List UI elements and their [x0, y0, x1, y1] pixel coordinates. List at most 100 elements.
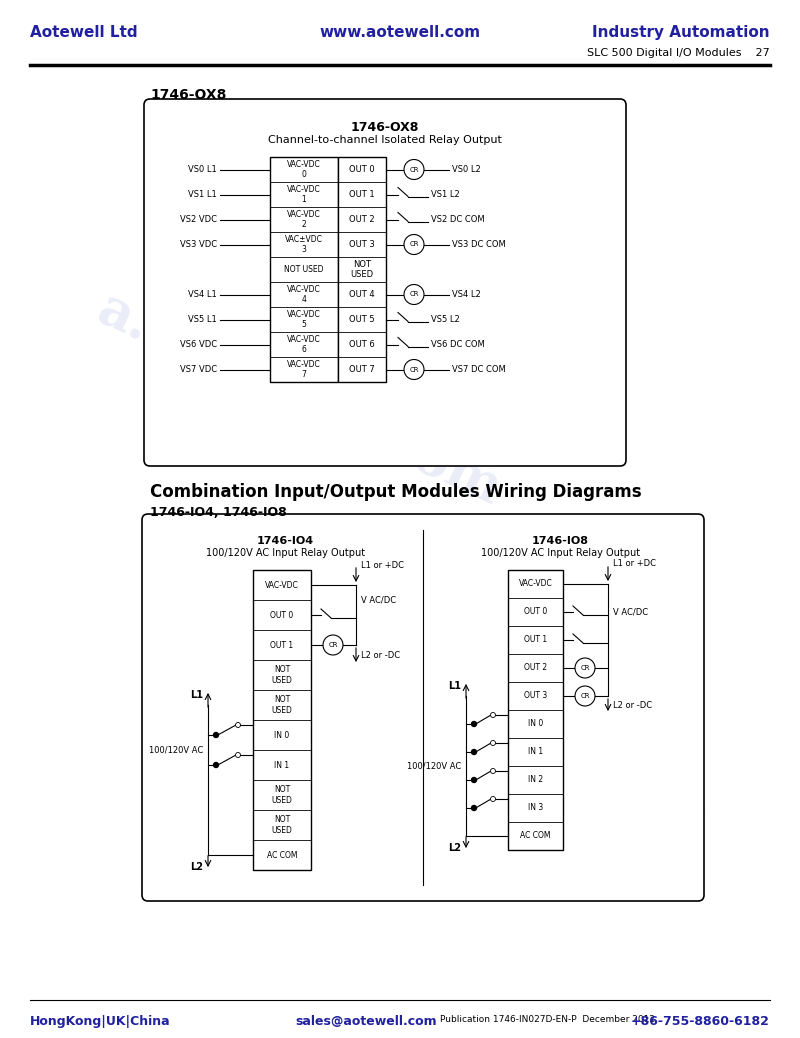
Text: VAC-VDC
6: VAC-VDC 6 — [287, 335, 321, 354]
Text: VS0 L1: VS0 L1 — [188, 165, 217, 174]
Text: Combination Input/Output Modules Wiring Diagrams: Combination Input/Output Modules Wiring … — [150, 483, 642, 501]
Text: L1 or +DC: L1 or +DC — [361, 561, 404, 570]
Text: OUT 3: OUT 3 — [524, 691, 547, 701]
Circle shape — [235, 722, 241, 728]
Text: VS2 VDC: VS2 VDC — [180, 215, 217, 224]
Text: OUT 1: OUT 1 — [349, 190, 375, 199]
Circle shape — [471, 805, 477, 811]
Text: VS2 DC COM: VS2 DC COM — [431, 215, 485, 224]
Text: VS5 L1: VS5 L1 — [188, 315, 217, 324]
Text: VS3 DC COM: VS3 DC COM — [452, 240, 506, 249]
Text: 1746-IO4, 1746-IO8: 1746-IO4, 1746-IO8 — [150, 506, 286, 519]
Text: VS1 L2: VS1 L2 — [431, 190, 460, 199]
Text: 1746-OX8: 1746-OX8 — [150, 88, 226, 102]
Text: L2 or -DC: L2 or -DC — [613, 702, 652, 710]
Text: IN 1: IN 1 — [274, 761, 290, 769]
Text: NOT
USED: NOT USED — [271, 695, 293, 715]
Text: CR: CR — [410, 366, 418, 373]
Circle shape — [471, 721, 477, 727]
Bar — [508, 570, 563, 850]
Text: 100/120V AC: 100/120V AC — [149, 745, 203, 755]
Text: VAC-VDC
7: VAC-VDC 7 — [287, 360, 321, 379]
Circle shape — [471, 777, 477, 783]
Text: IN 1: IN 1 — [528, 747, 543, 757]
Text: L1: L1 — [448, 681, 461, 691]
Circle shape — [490, 712, 495, 717]
Text: VS7 VDC: VS7 VDC — [180, 365, 217, 374]
Text: OUT 7: OUT 7 — [349, 365, 375, 374]
Text: OUT 3: OUT 3 — [349, 240, 375, 249]
Text: CR: CR — [410, 166, 418, 172]
Text: 1746-OX8: 1746-OX8 — [351, 121, 419, 134]
Text: IN 0: IN 0 — [274, 731, 290, 739]
Text: VS6 VDC: VS6 VDC — [180, 340, 217, 349]
Text: AC COM: AC COM — [520, 831, 550, 841]
Text: VS3 VDC: VS3 VDC — [180, 240, 217, 249]
Text: VS0 L2: VS0 L2 — [452, 165, 481, 174]
Circle shape — [323, 635, 343, 655]
Circle shape — [575, 658, 595, 678]
Bar — [338, 157, 386, 382]
Text: 1746-IO8: 1746-IO8 — [532, 536, 589, 546]
Circle shape — [490, 740, 495, 745]
Text: +86-755-8860-6182: +86-755-8860-6182 — [631, 1015, 770, 1028]
Text: 100/120V AC Input Relay Output: 100/120V AC Input Relay Output — [481, 548, 640, 558]
Text: Aotewell Ltd: Aotewell Ltd — [30, 25, 138, 40]
FancyBboxPatch shape — [142, 514, 704, 901]
Text: OUT 6: OUT 6 — [349, 340, 375, 349]
Text: V AC/DC: V AC/DC — [613, 607, 648, 617]
Text: OUT 2: OUT 2 — [524, 663, 547, 673]
Circle shape — [404, 160, 424, 180]
Circle shape — [471, 749, 477, 755]
Text: L2: L2 — [190, 862, 203, 872]
Circle shape — [404, 359, 424, 380]
Text: VAC-VDC
4: VAC-VDC 4 — [287, 285, 321, 304]
Text: VAC-VDC: VAC-VDC — [518, 579, 552, 589]
Text: OUT 1: OUT 1 — [270, 640, 294, 650]
Text: L2 or -DC: L2 or -DC — [361, 651, 400, 659]
Text: VS4 L2: VS4 L2 — [452, 290, 481, 299]
Text: www.aotewell.com: www.aotewell.com — [319, 25, 481, 40]
Text: CR: CR — [580, 665, 590, 671]
Text: a.aotewell.com: a.aotewell.com — [90, 284, 510, 516]
Text: sales@aotewell.com: sales@aotewell.com — [295, 1015, 437, 1028]
Text: CR: CR — [410, 292, 418, 298]
Text: CR: CR — [580, 693, 590, 699]
Bar — [270, 157, 338, 382]
Text: VAC-VDC
0: VAC-VDC 0 — [287, 160, 321, 179]
Text: NOT
USED: NOT USED — [271, 786, 293, 804]
Circle shape — [214, 763, 218, 767]
Text: a.aotewell.com: a.aotewell.com — [405, 664, 715, 836]
Text: CR: CR — [328, 641, 338, 648]
Text: SLC 500 Digital I/O Modules    27: SLC 500 Digital I/O Modules 27 — [587, 48, 770, 58]
Text: 100/120V AC: 100/120V AC — [406, 762, 461, 770]
Text: OUT 5: OUT 5 — [349, 315, 375, 324]
Text: OUT 0: OUT 0 — [270, 610, 294, 620]
Text: NOT
USED: NOT USED — [271, 815, 293, 835]
Circle shape — [490, 768, 495, 773]
Text: VAC-VDC
2: VAC-VDC 2 — [287, 210, 321, 228]
Circle shape — [575, 686, 595, 706]
Text: OUT 0: OUT 0 — [524, 607, 547, 617]
Text: VS7 DC COM: VS7 DC COM — [452, 365, 506, 374]
Text: VS5 L2: VS5 L2 — [431, 315, 460, 324]
Text: CR: CR — [410, 242, 418, 247]
Text: OUT 4: OUT 4 — [349, 290, 375, 299]
Text: Publication 1746-IN027D-EN-P  December 2012: Publication 1746-IN027D-EN-P December 20… — [440, 1015, 655, 1025]
Text: VAC-VDC
1: VAC-VDC 1 — [287, 185, 321, 203]
Circle shape — [404, 235, 424, 254]
Text: IN 2: IN 2 — [528, 775, 543, 785]
Text: 1746-IO4: 1746-IO4 — [257, 536, 314, 546]
Text: Industry Automation: Industry Automation — [592, 25, 770, 40]
Text: L1 or +DC: L1 or +DC — [613, 559, 656, 569]
Text: Channel-to-channel Isolated Relay Output: Channel-to-channel Isolated Relay Output — [268, 135, 502, 145]
Text: IN 3: IN 3 — [528, 803, 543, 813]
Text: HongKong|UK|China: HongKong|UK|China — [30, 1015, 170, 1028]
Bar — [253, 570, 311, 870]
Text: VS6 DC COM: VS6 DC COM — [431, 340, 485, 349]
Text: OUT 0: OUT 0 — [349, 165, 375, 174]
Text: NOT USED: NOT USED — [284, 265, 324, 274]
Text: OUT 1: OUT 1 — [524, 635, 547, 645]
Text: AC COM: AC COM — [266, 850, 298, 859]
Text: L2: L2 — [448, 843, 461, 853]
